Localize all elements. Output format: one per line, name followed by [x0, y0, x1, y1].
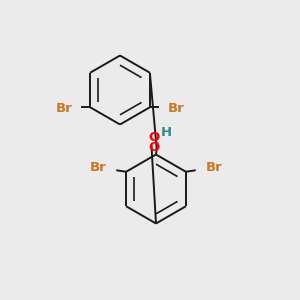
Text: O: O [148, 141, 160, 154]
Text: Br: Br [90, 161, 106, 174]
Text: Br: Br [206, 161, 222, 174]
Text: Br: Br [56, 102, 73, 115]
Text: Br: Br [167, 102, 184, 115]
Text: O: O [148, 130, 159, 144]
Text: H: H [161, 126, 172, 139]
